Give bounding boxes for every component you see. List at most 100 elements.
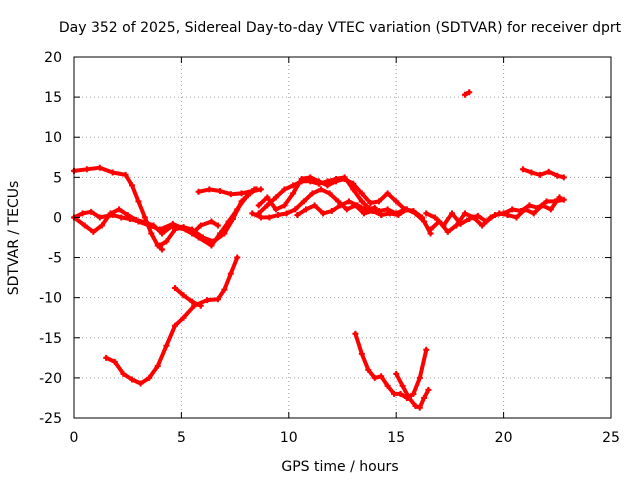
y-tick-label: 20	[44, 50, 62, 66]
data-point	[156, 226, 163, 233]
data-point	[315, 180, 322, 187]
series-track-10	[423, 196, 567, 229]
series-track-13	[461, 89, 473, 98]
data-point	[519, 166, 526, 173]
y-tick-label: 10	[44, 130, 62, 146]
data-point	[384, 382, 391, 389]
data-point	[343, 206, 350, 213]
data-point	[421, 394, 428, 401]
x-tick-label: 15	[387, 430, 405, 446]
x-tick-label: 0	[70, 430, 79, 446]
data-point	[221, 230, 228, 237]
data-point	[556, 194, 563, 201]
data-point	[350, 186, 357, 193]
data-point	[255, 202, 262, 209]
data-point	[199, 234, 206, 241]
data-point	[311, 202, 318, 209]
x-tick-label: 25	[602, 430, 620, 446]
data-point	[423, 210, 430, 217]
axis-ticks: 0 5 10 15 20 25 -25 -20 -15 -10 -5 0 5 10 15 20	[39, 50, 620, 446]
data-point	[537, 171, 544, 178]
data-point	[238, 198, 245, 205]
data-point	[554, 172, 561, 179]
data-point	[360, 210, 367, 217]
series-track-5	[195, 186, 264, 198]
data-point	[466, 89, 473, 96]
data-point	[135, 198, 142, 205]
data-point	[345, 198, 352, 205]
data-point	[180, 314, 187, 321]
data-point	[560, 196, 567, 203]
data-point	[214, 222, 221, 229]
data-point	[391, 390, 398, 397]
data-point	[367, 200, 374, 207]
data-point	[128, 182, 135, 189]
data-point	[423, 346, 430, 353]
data-point	[358, 198, 365, 205]
data-point	[249, 187, 256, 194]
data-point	[221, 286, 228, 293]
data-point	[545, 168, 552, 175]
y-tick-label: -25	[39, 411, 62, 427]
data-point	[528, 169, 535, 176]
data-point	[180, 224, 187, 231]
data-point	[154, 362, 161, 369]
series-line	[157, 187, 259, 248]
data-point	[513, 214, 520, 221]
data-point	[189, 298, 196, 305]
data-point	[504, 212, 511, 219]
data-point	[118, 214, 125, 221]
data-point	[412, 402, 419, 409]
data-point	[378, 373, 385, 380]
series-line	[104, 255, 240, 386]
y-axis-label: SDTVAR / TECUs	[6, 181, 22, 296]
data-point	[227, 191, 234, 198]
y-tick-label: -5	[48, 251, 62, 267]
data-point	[171, 285, 178, 292]
data-point	[227, 270, 234, 277]
data-point	[208, 242, 215, 249]
series-track-14	[103, 254, 241, 387]
data-point	[425, 386, 432, 393]
data-point	[539, 202, 546, 209]
data-point	[403, 206, 410, 213]
data-point	[363, 206, 370, 213]
data-point	[371, 204, 378, 211]
series-track-15	[171, 285, 204, 309]
data-point	[171, 322, 178, 329]
data-point	[526, 202, 533, 209]
data-point	[88, 208, 95, 215]
chart-title: Day 352 of 2025, Sidereal Day-to-day VTE…	[59, 20, 622, 36]
data-point	[309, 190, 316, 197]
data-point	[103, 354, 110, 361]
data-point	[371, 374, 378, 381]
data-point	[264, 202, 271, 209]
y-tick-label: 15	[44, 90, 62, 106]
data-point	[83, 166, 90, 173]
data-series	[71, 89, 567, 411]
data-point	[496, 210, 503, 217]
x-tick-label: 10	[280, 430, 298, 446]
data-point	[79, 210, 86, 217]
data-point	[120, 370, 127, 377]
data-point	[195, 188, 202, 195]
data-point	[197, 302, 204, 309]
series-line	[173, 286, 203, 308]
data-point	[444, 228, 451, 235]
data-point	[479, 222, 486, 229]
data-point	[453, 222, 460, 229]
data-point	[109, 212, 116, 219]
data-point	[214, 296, 221, 303]
data-point	[238, 190, 245, 197]
data-point	[204, 297, 211, 304]
data-point	[328, 208, 335, 215]
data-point	[283, 210, 290, 217]
data-point	[333, 175, 340, 182]
data-point	[410, 390, 417, 397]
data-point	[416, 374, 423, 381]
plot-frame	[73, 56, 612, 419]
data-point	[116, 206, 123, 213]
data-point	[399, 382, 406, 389]
x-tick-label: 20	[495, 430, 513, 446]
